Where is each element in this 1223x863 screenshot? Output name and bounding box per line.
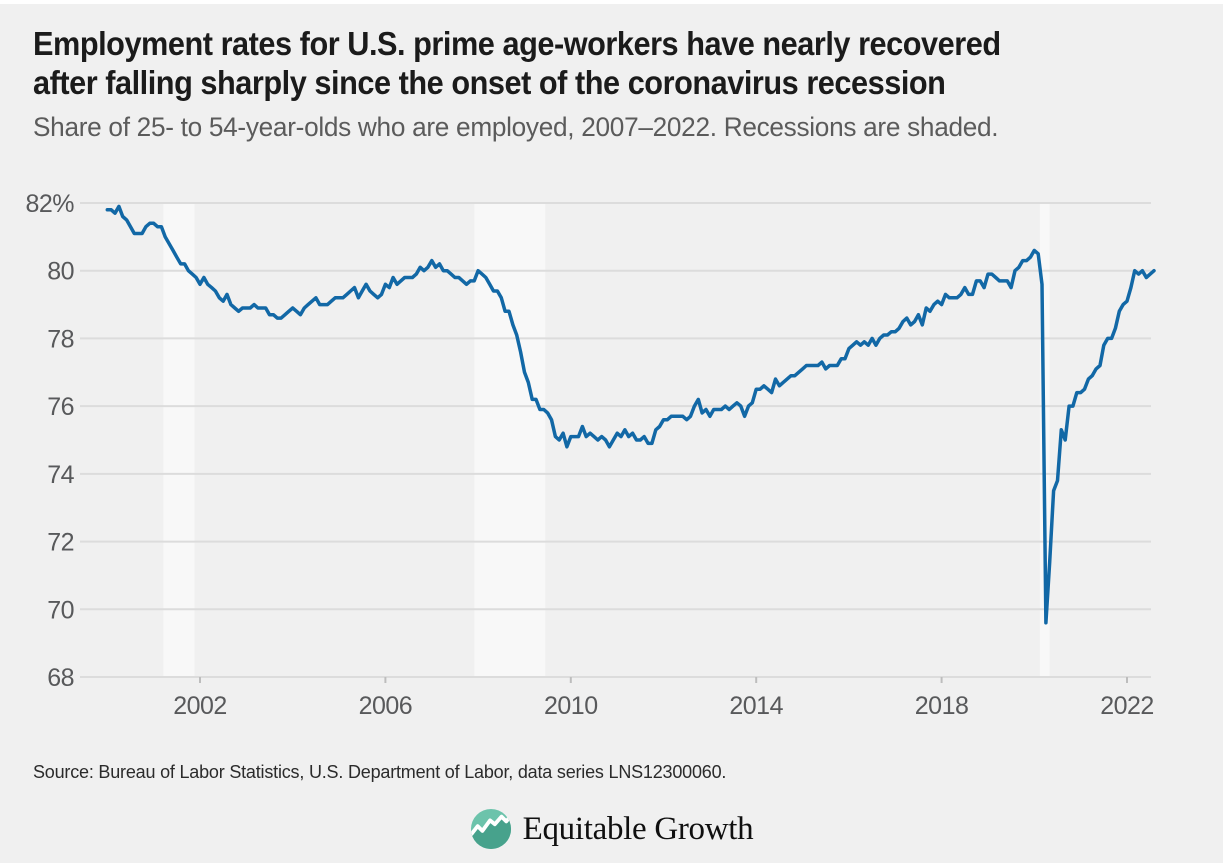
x-axis-label: 2014 xyxy=(729,692,783,720)
chart-title-line1: Employment rates for U.S. prime age-work… xyxy=(33,25,1001,62)
recession-band xyxy=(163,203,195,677)
y-axis-label: 74 xyxy=(47,461,74,489)
logo-wordmark: Equitable Growth xyxy=(522,810,754,847)
chart-title-line2: after falling sharply since the onset of… xyxy=(33,64,946,101)
y-axis-label: 76 xyxy=(47,393,74,421)
logo-area-shade xyxy=(470,815,511,850)
browser-top-strip xyxy=(0,0,1223,4)
employment-rate-line xyxy=(105,204,1156,625)
y-axis-label: 70 xyxy=(47,596,74,624)
x-axis-label: 2018 xyxy=(915,692,969,720)
chart-subtitle: Share of 25- to 54-year-olds who are emp… xyxy=(33,112,999,142)
trend-circle-icon xyxy=(470,808,511,850)
y-axis-label: 72 xyxy=(47,529,74,557)
x-axis-label: 2022 xyxy=(1100,692,1154,720)
y-axis-label: 80 xyxy=(47,258,74,286)
source-note: Source: Bureau of Labor Statistics, U.S.… xyxy=(33,762,727,782)
y-axis-label: 82% xyxy=(25,190,74,218)
recession-band xyxy=(474,203,546,677)
chart-title: Employment rates for U.S. prime age-work… xyxy=(33,24,1001,102)
x-axis-label: 2002 xyxy=(173,692,227,720)
equitable-growth-logo: Equitable Growth xyxy=(0,808,1223,850)
x-axis-label: 2006 xyxy=(359,692,413,720)
logo-zigzag-line xyxy=(470,814,511,836)
x-axis-label: 2010 xyxy=(544,692,598,720)
y-axis-label: 78 xyxy=(47,325,74,353)
y-axis-label: 68 xyxy=(47,664,74,692)
